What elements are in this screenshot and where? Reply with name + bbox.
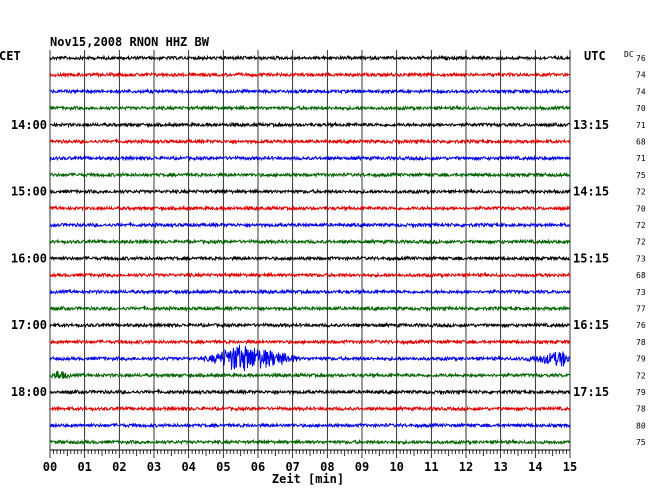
trace-3	[49, 104, 571, 112]
x-tick-label: 13	[493, 460, 507, 474]
x-tick-label: 02	[112, 460, 126, 474]
trace-12	[49, 254, 571, 262]
dc-value: 68	[636, 271, 646, 280]
dc-value: 76	[636, 54, 646, 63]
trace-19	[49, 370, 571, 380]
x-tick-label: 01	[77, 460, 91, 474]
local-hour-label: 15:00	[11, 185, 47, 199]
local-hour-label: 18:00	[11, 385, 47, 399]
utc-hour-label: 15:15	[573, 251, 609, 265]
chart-title: Nov15,2008 RNON HHZ BW	[50, 35, 210, 49]
trace-18	[49, 344, 571, 371]
dc-value: 75	[636, 171, 646, 180]
utc-hour-labels: 13:15 14:15 15:15 16:15 17:15	[573, 118, 609, 399]
trace-20	[49, 388, 571, 396]
dc-value: 72	[636, 188, 646, 197]
dc-value: 70	[636, 104, 646, 113]
local-hour-label: 17:00	[11, 318, 47, 332]
dc-value: 74	[636, 71, 646, 80]
trace-8	[49, 187, 571, 195]
dc-value: 78	[636, 405, 646, 414]
dc-value: 80	[636, 421, 646, 430]
x-tick-label: 09	[355, 460, 369, 474]
x-tick-label: 15	[563, 460, 577, 474]
trace-22	[49, 421, 571, 429]
dc-value: 71	[636, 121, 646, 130]
trace-23	[49, 438, 571, 446]
dc-value: 72	[636, 238, 646, 247]
trace-16	[49, 321, 571, 329]
dc-value: 70	[636, 204, 646, 213]
trace-4	[49, 121, 571, 129]
dc-label: DC	[624, 50, 634, 59]
utc-hour-label: 13:15	[573, 118, 609, 132]
vertical-grid	[49, 50, 571, 450]
right-timezone-label: UTC	[584, 49, 606, 63]
trace-7	[49, 171, 571, 179]
trace-15	[49, 304, 571, 312]
dc-value: 73	[636, 288, 646, 297]
x-tick-label: 12	[459, 460, 473, 474]
dc-value: 73	[636, 254, 646, 263]
x-tick-label: 06	[251, 460, 265, 474]
utc-hour-label: 16:15	[573, 318, 609, 332]
x-tick-label: 10	[389, 460, 403, 474]
trace-10	[49, 221, 571, 229]
x-tick-label: 11	[424, 460, 438, 474]
dc-value-labels: 76 74 74 70 71 68 71 75 72 70 72 72 73 68 73 77 76 78 79 72…	[636, 54, 646, 447]
dc-value: 71	[636, 154, 646, 163]
trace-2	[49, 87, 571, 95]
x-axis-label: Zeit [min]	[272, 472, 344, 486]
trace-21	[49, 405, 571, 413]
dc-value: 74	[636, 87, 646, 96]
dc-value: 72	[636, 221, 646, 230]
dc-value: 79	[636, 388, 646, 397]
x-tick-label: 08	[320, 460, 334, 474]
dc-value: 78	[636, 338, 646, 347]
trace-1	[49, 71, 571, 79]
x-tick-label: 14	[528, 460, 542, 474]
trace-0	[49, 54, 571, 62]
seismic-traces	[49, 54, 571, 446]
dc-value: 68	[636, 138, 646, 147]
dc-value: 76	[636, 321, 646, 330]
x-tick-label: 07	[285, 460, 299, 474]
dc-value: 75	[636, 438, 646, 447]
trace-11	[49, 238, 571, 246]
local-hour-labels: 14:00 15:00 16:00 17:00 18:00	[11, 118, 47, 399]
trace-13	[49, 271, 571, 279]
trace-5	[49, 137, 571, 145]
x-tick-label: 00	[43, 460, 57, 474]
trace-6	[49, 154, 571, 162]
dc-value: 79	[636, 355, 646, 364]
trace-9	[49, 204, 571, 212]
utc-hour-label: 14:15	[573, 185, 609, 199]
trace-17	[49, 338, 571, 346]
left-timezone-label: CET	[0, 49, 21, 63]
utc-hour-label: 17:15	[573, 385, 609, 399]
local-hour-label: 16:00	[11, 251, 47, 265]
x-tick-label: 04	[181, 460, 195, 474]
local-hour-label: 14:00	[11, 118, 47, 132]
dc-value: 72	[636, 371, 646, 380]
x-tick-label: 03	[147, 460, 161, 474]
dc-value: 77	[636, 305, 646, 314]
x-tick-label: 05	[216, 460, 230, 474]
trace-14	[49, 288, 571, 296]
time-axis: 00 01 02 03 04 05 06 07 08 09 10 11 12 13 14 15	[43, 449, 577, 474]
